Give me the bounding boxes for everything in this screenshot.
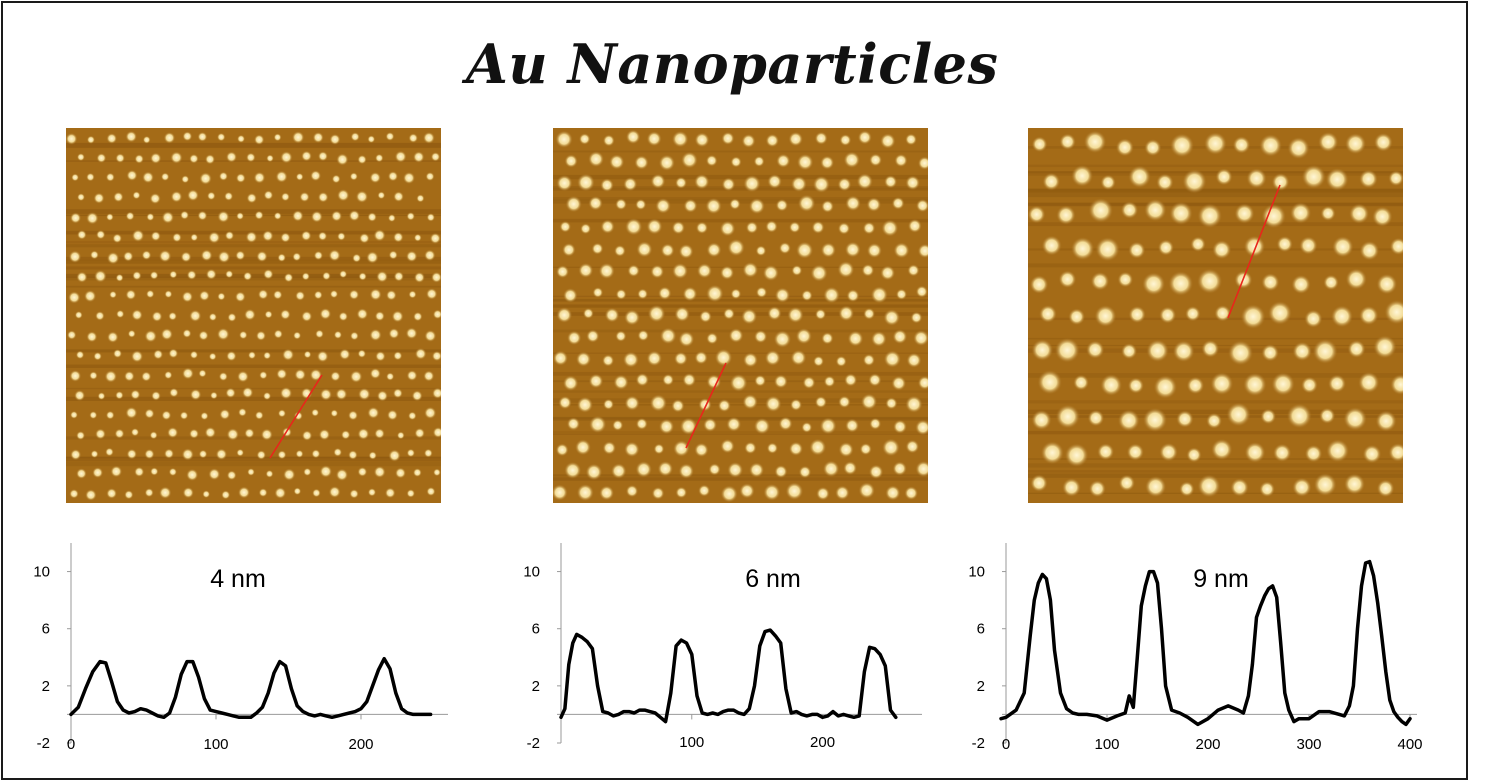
y-tick-label: -2 (972, 735, 985, 752)
scan-line (269, 374, 323, 459)
size-annotation: 4 nm (210, 565, 266, 593)
size-annotation: 9 nm (1193, 565, 1249, 593)
afm-image-3 (1028, 128, 1403, 503)
profile-series-line (999, 559, 1412, 727)
y-tick-label: -2 (37, 735, 50, 752)
y-tick-label: 10 (33, 564, 50, 581)
height-profile-chart-2: -2 2 6 10 100 200 6 nm (510, 535, 980, 775)
scan-line (685, 362, 727, 449)
x-tick-label: 100 (1094, 736, 1119, 753)
figure-frame (1, 1, 1468, 780)
figure-title: Au Nanoparticles (466, 32, 999, 96)
profile-series-line (559, 628, 898, 724)
size-annotation: 6 nm (745, 565, 801, 593)
y-tick-label: 6 (977, 621, 985, 638)
afm-image-2 (553, 128, 928, 503)
x-tick-label: 200 (1195, 736, 1220, 753)
scan-line (1227, 184, 1281, 319)
height-profile-chart-3: -2 2 6 10 0 100 200 300 400 9 nm (955, 535, 1425, 775)
x-tick-label: 200 (810, 734, 835, 751)
y-tick-label: 6 (42, 621, 50, 638)
y-tick-label: 2 (42, 678, 50, 695)
x-tick-label: 100 (203, 736, 228, 753)
afm-image-1 (66, 128, 441, 503)
x-tick-label: 100 (679, 734, 704, 751)
y-tick-label: 2 (532, 678, 540, 695)
x-tick-label: 300 (1296, 736, 1321, 753)
x-tick-label: 400 (1397, 736, 1422, 753)
y-tick-label: 10 (968, 564, 985, 581)
x-tick-label: 0 (67, 736, 75, 753)
y-tick-label: -2 (527, 735, 540, 752)
y-tick-label: 10 (523, 564, 540, 581)
x-tick-label: 200 (348, 736, 373, 753)
y-tick-label: 2 (977, 678, 985, 695)
height-profile-chart-1: -2 2 6 10 0 100 200 4 nm (20, 535, 490, 775)
profile-series-line (69, 656, 433, 720)
y-tick-label: 6 (532, 621, 540, 638)
x-tick-label: 0 (1002, 736, 1010, 753)
